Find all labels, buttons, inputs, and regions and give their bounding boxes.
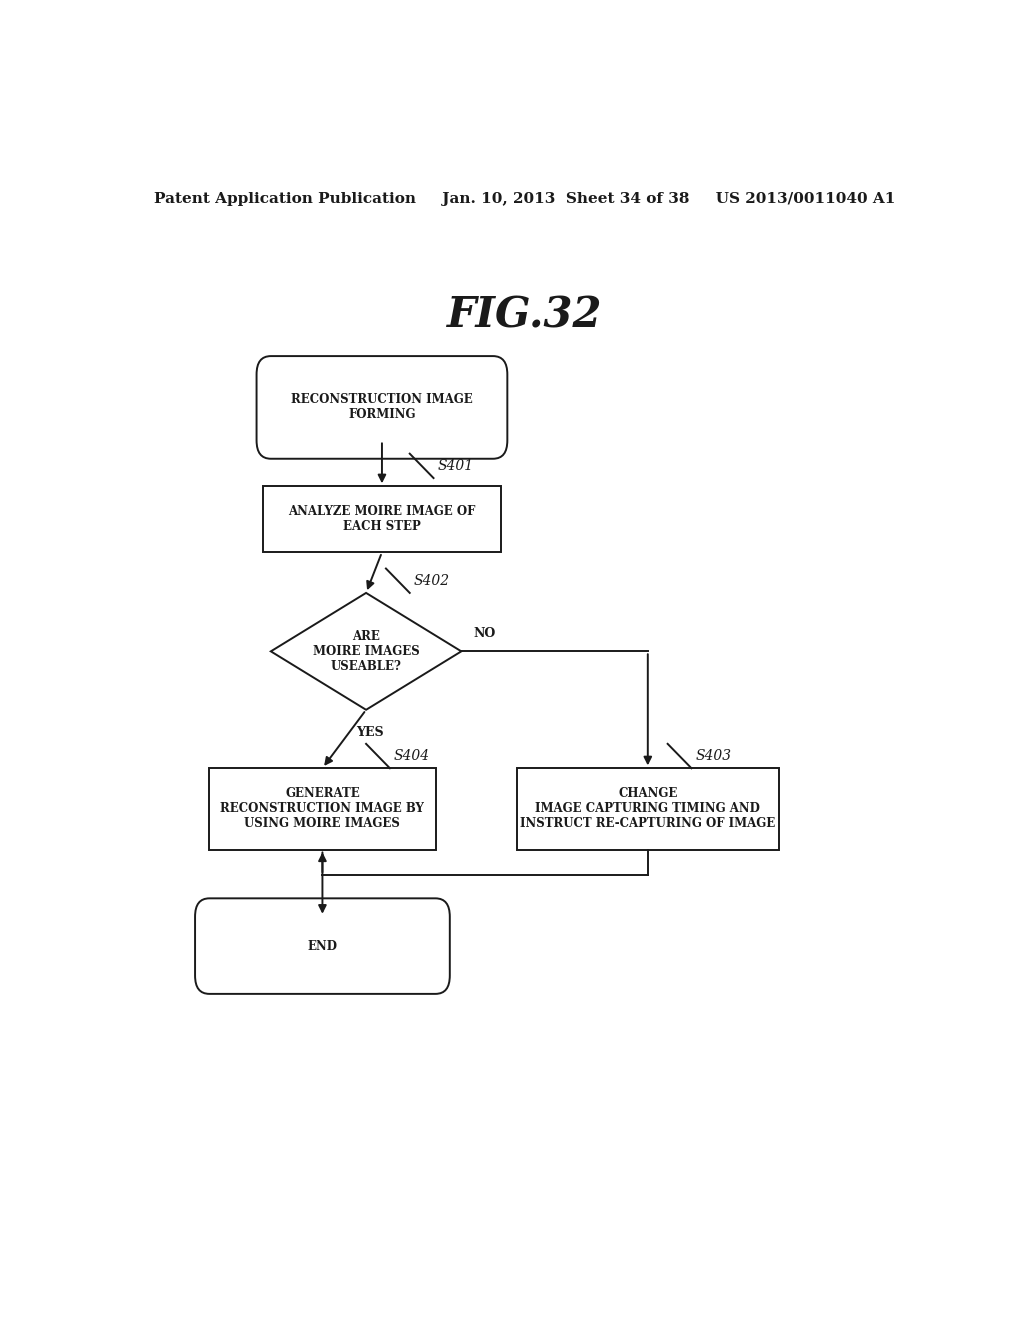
Text: S402: S402 (414, 574, 450, 587)
Bar (517, 768, 779, 850)
Text: GENERATE
RECONSTRUCTION IMAGE BY
USING MOIRE IMAGES: GENERATE RECONSTRUCTION IMAGE BY USING M… (220, 788, 424, 830)
Text: ANALYZE MOIRE IMAGE OF
EACH STEP: ANALYZE MOIRE IMAGE OF EACH STEP (289, 506, 475, 533)
Bar (263, 486, 501, 552)
Text: CHANGE
IMAGE CAPTURING TIMING AND
INSTRUCT RE-CAPTURING OF IMAGE: CHANGE IMAGE CAPTURING TIMING AND INSTRU… (520, 788, 775, 830)
Text: RECONSTRUCTION IMAGE
FORMING: RECONSTRUCTION IMAGE FORMING (291, 393, 473, 421)
Bar (209, 768, 435, 850)
Text: S404: S404 (394, 748, 430, 763)
Text: S401: S401 (437, 459, 474, 473)
Polygon shape (270, 593, 461, 710)
Text: NO: NO (473, 627, 496, 640)
FancyBboxPatch shape (195, 899, 450, 994)
Text: S403: S403 (695, 748, 731, 763)
Text: Patent Application Publication     Jan. 10, 2013  Sheet 34 of 38     US 2013/001: Patent Application Publication Jan. 10, … (155, 191, 895, 206)
Text: FIG.32: FIG.32 (447, 294, 602, 337)
Text: YES: YES (356, 726, 384, 739)
Text: END: END (307, 940, 338, 953)
FancyBboxPatch shape (257, 356, 507, 459)
Text: ARE
MOIRE IMAGES
USEABLE?: ARE MOIRE IMAGES USEABLE? (312, 630, 420, 673)
